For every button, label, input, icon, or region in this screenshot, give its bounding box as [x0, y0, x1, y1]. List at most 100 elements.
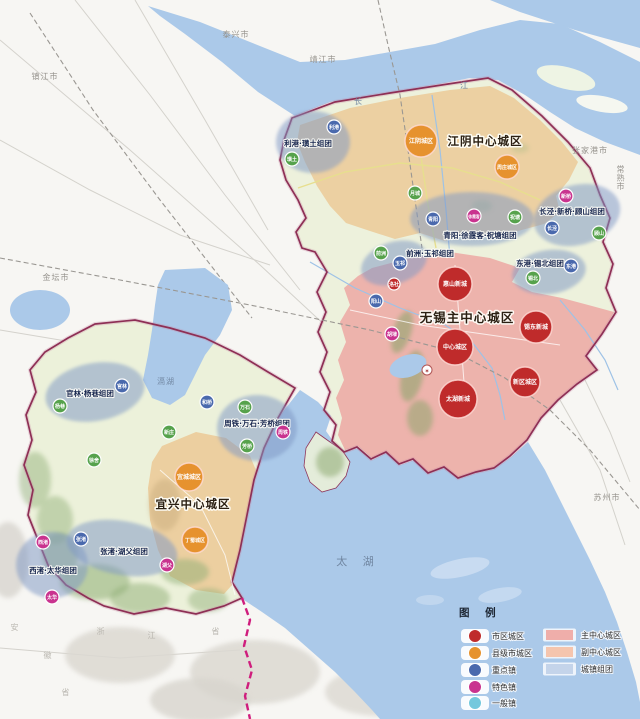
- town-marker-general: [239, 438, 255, 454]
- city-circle-label: 江阴城区: [409, 137, 433, 145]
- cluster-label: 东港·锡北组团: [516, 258, 564, 268]
- cluster-label: 长泾·新桥·顾山组团: [539, 206, 605, 216]
- sandbar: [416, 595, 444, 605]
- changdang-lake: [10, 290, 70, 330]
- town-marker-label: 青阳: [428, 216, 438, 223]
- town-marker-key: [326, 119, 342, 135]
- town-marker-general: [525, 270, 541, 286]
- town-marker-label: 顾山: [594, 230, 604, 237]
- town-marker-label: 利港: [328, 124, 340, 131]
- town-marker-general: [507, 209, 523, 225]
- town-marker-key: [73, 531, 89, 547]
- legend-point-swatch: [468, 680, 482, 694]
- wuxi-main-center-zone: [336, 252, 614, 478]
- water-label: 滆湖: [157, 377, 175, 386]
- town-marker-label: 官林: [117, 383, 128, 390]
- yangtze-river: [148, 0, 640, 155]
- legend-point-label: 县级市城区: [492, 648, 532, 658]
- background-roads: [0, 0, 631, 659]
- neighbor-city-label: 省: [62, 687, 71, 697]
- legend-point-label: 市区城区: [492, 631, 524, 641]
- city-district-circle: [509, 366, 541, 398]
- town-marker-label: 和桥: [201, 399, 213, 406]
- region-title-wuxi: 无锡主中心城区: [419, 310, 515, 325]
- legend-area-swatch: [546, 630, 573, 640]
- legend-area-label: 主中心城区: [581, 630, 621, 640]
- town-marker-city: [387, 277, 401, 291]
- town-marker-feature: [159, 557, 175, 573]
- town-marker-label: 锡北: [528, 275, 538, 282]
- town-marker-label: 万石: [239, 404, 250, 411]
- town-marker-label: 张渚: [76, 536, 86, 543]
- water-label: 长: [354, 96, 362, 106]
- lihu-lake: [389, 354, 427, 378]
- city-circle-label: 惠山新城: [443, 280, 467, 288]
- town-marker-general: [161, 424, 177, 440]
- town-marker-label: 洛社: [389, 281, 399, 288]
- town-marker-feature: [44, 589, 60, 605]
- town-marker-general: [86, 452, 102, 468]
- neighbor-city-label: 安: [11, 622, 20, 632]
- legend-area-swatch: [546, 664, 573, 674]
- cluster-label: 利港·璜土组团: [283, 138, 332, 148]
- gehu-lake: [143, 268, 232, 405]
- cluster-label: 青阳·徐霞客·祝塘组团: [443, 230, 517, 240]
- town-marker-general: [407, 185, 423, 201]
- yangtze-main-channel: [148, 6, 640, 155]
- town-marker-label: 东港: [566, 263, 577, 270]
- county-city-circle: [174, 462, 204, 492]
- legend-title: 图 例: [459, 606, 502, 619]
- city-circle-label: 太湖新城: [445, 395, 470, 403]
- town-marker-label: 太华: [46, 594, 57, 601]
- town-marker-key: [368, 293, 384, 309]
- town-marker-label: 阳山: [371, 298, 381, 305]
- town-marker-key: [392, 255, 408, 271]
- city-district-circle: [437, 266, 473, 302]
- town-marker-label: 胡埭: [387, 331, 398, 338]
- cluster-area: [217, 395, 297, 461]
- town-marker-key: [114, 378, 130, 394]
- neighbor-city-label: 金坛市: [43, 272, 70, 282]
- town-marker-label: 玉祁: [395, 260, 405, 267]
- city-circle-label: 周庄城区: [497, 164, 517, 171]
- town-marker-feature: [384, 326, 400, 342]
- town-marker-general: [52, 398, 68, 414]
- county-city-circle: [494, 154, 520, 180]
- neighbor-city-label: 浙: [97, 626, 106, 636]
- legend-area-label: 副中心城区: [581, 647, 621, 657]
- railway-huning: [0, 257, 640, 511]
- svg-text:✶: ✶: [424, 368, 429, 375]
- legend-area-label: 城镇组团: [581, 664, 613, 674]
- town-marker-feature: [466, 208, 482, 224]
- region-title-jiangyin: 江阴中心城区: [448, 134, 523, 148]
- city-district-circle: [438, 379, 478, 419]
- city-circle-label: 宜城城区: [177, 473, 201, 481]
- town-marker-general: [284, 151, 300, 167]
- legend-point-swatch: [468, 629, 482, 643]
- sandbar: [478, 587, 522, 603]
- legend-point-swatch: [468, 696, 482, 710]
- town-marker-label: 徐霞客: [467, 214, 480, 219]
- map-label-layer: 太 湖滆湖长江镇江市泰兴市靖江市张家港市常熟市金坛市苏州市安徽省浙江省: [11, 29, 625, 697]
- town-marker-general: [237, 399, 253, 415]
- town-marker-label: 杨巷: [55, 403, 66, 410]
- town-marker-label: 璜土: [287, 156, 297, 163]
- town-marker-label: 前洲: [376, 250, 386, 257]
- town-marker-feature: [275, 424, 291, 440]
- town-marker-general: [373, 245, 389, 261]
- city-district-circle: [519, 310, 553, 344]
- cluster-label: 前洲·玉祁组团: [406, 248, 454, 258]
- city-circle-label: 丁蜀城区: [185, 537, 205, 544]
- town-marker-label: 月城: [409, 190, 420, 197]
- town-marker-key: [425, 211, 441, 227]
- legend-area-swatch: [546, 647, 573, 657]
- neighbor-city-label: 省: [212, 626, 221, 636]
- town-marker-label: 周铁: [278, 429, 289, 436]
- town-marker-label: 长泾: [547, 225, 557, 232]
- town-marker-label: 新庄: [164, 429, 174, 436]
- river-island: [576, 94, 628, 114]
- town-marker-key: [199, 394, 215, 410]
